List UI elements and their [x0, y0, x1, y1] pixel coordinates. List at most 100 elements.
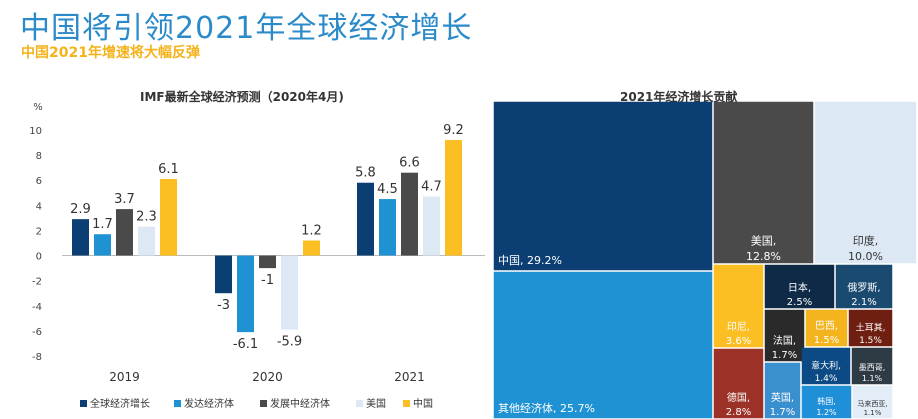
bar-2021-3 [423, 196, 440, 256]
legend-swatch [174, 400, 181, 407]
legend-label: 发达经济体 [184, 397, 234, 408]
bar-data-label: 1.7 [92, 217, 113, 232]
legend-label: 中国 [413, 397, 433, 408]
page-subtitle: 中国2021年增速将大幅反弹 [21, 45, 200, 61]
treemap-cell [801, 385, 852, 419]
bar-2020-3 [281, 255, 298, 330]
treemap-cell [852, 385, 893, 419]
bar-data-label: 2.9 [70, 202, 91, 217]
y-tick-label: -2 [32, 277, 42, 288]
treemap-cell [814, 101, 917, 264]
bar-2021-4 [445, 140, 462, 256]
treemap-cell [851, 347, 893, 385]
bar-2019-2 [116, 209, 133, 256]
treemap-cell [764, 309, 805, 362]
bar-2020-4 [303, 240, 320, 256]
bar-data-label: 6.1 [158, 162, 179, 177]
treemap-label-value: 3.6% [726, 336, 751, 347]
treemap-label-name: 韩国, [817, 396, 836, 406]
treemap-label-value: 10.0% [848, 250, 883, 263]
treemap-label: 其他经济体, 25.7% [498, 401, 595, 415]
y-tick-label: 6 [36, 176, 42, 187]
bar-2020-1 [237, 255, 254, 333]
treemap-label-value: 2.5% [787, 297, 812, 308]
bar-data-label: -6.1 [233, 337, 258, 352]
treemap-cell [713, 101, 814, 264]
y-tick-label: 10 [29, 126, 42, 137]
bar-2021-0 [357, 182, 374, 256]
bar-2020-0 [215, 255, 232, 294]
treemap-label-value: 12.8% [746, 250, 781, 263]
treemap-cell [493, 271, 713, 419]
treemap-label-value: 2.8% [726, 407, 751, 418]
y-tick-label: -4 [32, 302, 42, 313]
bar-data-label: -5.9 [277, 335, 302, 350]
legend-swatch [80, 400, 87, 407]
bar-2021-2 [401, 172, 418, 256]
treemap-cell [805, 309, 848, 347]
treemap-cell [801, 347, 851, 385]
treemap-label-value: 1.7% [772, 350, 797, 361]
legend-label: 发展中经济体 [270, 397, 330, 408]
treemap-label-value: 1.1% [864, 409, 882, 417]
treemap-cell [848, 309, 893, 347]
y-tick-label: 8 [36, 151, 42, 162]
legend-swatch [260, 400, 267, 407]
treemap-cell [713, 348, 764, 419]
bar-2019-0 [72, 219, 89, 256]
treemap-label-name: 巴西, [815, 320, 838, 332]
treemap-label-name: 墨西哥, [859, 363, 886, 372]
bar-data-label: 4.7 [421, 180, 442, 195]
y-tick-label: -8 [32, 352, 42, 363]
treemap-label-value: 1.2% [816, 408, 837, 417]
treemap-label-name: 英国, [771, 391, 794, 404]
treemap-cell [835, 264, 893, 309]
y-tick-label: 0 [36, 252, 42, 263]
legend-label: 全球经济增长 [90, 397, 150, 408]
treemap-label-value: 1.7% [770, 407, 795, 418]
treemap-label-name: 意大利, [811, 360, 841, 372]
treemap-label-value: 1.4% [815, 374, 838, 384]
bar-data-label: 1.2 [301, 223, 322, 238]
treemap-label-value: 1.5% [814, 335, 839, 346]
treemap-chart: 中国, 29.2% 其他经济体, 25.7% 美国, 12.8% 印度, 10.0% 印尼,… [493, 101, 917, 419]
bar-chart-title: IMF最新全球经济预测（2020年4月) [140, 90, 344, 104]
treemap-cell [493, 101, 713, 271]
y-axis-unit: % [33, 102, 43, 113]
bar-2019-1 [94, 234, 111, 256]
treemap-label-name: 土耳其, [856, 322, 886, 334]
treemap-label-name: 马来西亚, [857, 400, 887, 408]
treemap-label-name: 美国, [751, 234, 777, 247]
y-tick-label: 2 [36, 226, 42, 237]
x-tick-label: 2020 [252, 370, 283, 384]
bar-2020-2 [259, 255, 276, 269]
treemap-label-value: 2.1% [851, 297, 876, 308]
treemap-label-value: 1.5% [859, 336, 882, 346]
treemap-label-name: 俄罗斯, [847, 281, 880, 294]
treemap-cell [764, 264, 835, 309]
bar-2019-4 [160, 178, 177, 256]
bar-2019-3 [138, 226, 155, 256]
x-tick-label: 2021 [394, 370, 425, 384]
treemap-label-name: 日本, [788, 281, 811, 294]
legend-swatch [403, 400, 410, 407]
legend-label: 美国 [366, 397, 386, 408]
treemap-cell [713, 264, 764, 348]
treemap-label-name: 印尼, [727, 321, 750, 333]
bar-chart: % 10 8 6 4 2 0 -2 -4 -6 -8 2.91.73.72.3 6.1 2019 -3 -6.… [29, 102, 485, 408]
x-tick-label: 2019 [109, 370, 140, 384]
y-tick-label: -6 [32, 327, 42, 338]
bar-data-label: 4.5 [377, 182, 398, 197]
page-title: 中国将引领2021年全球经济增长 [20, 11, 473, 46]
bar-data-label: 5.8 [355, 166, 376, 181]
bar-data-label: 2.3 [136, 210, 157, 225]
treemap-label-name: 德国, [727, 391, 750, 404]
bar-data-label: -1 [261, 273, 274, 288]
bar-2021-1 [379, 199, 396, 256]
treemap-label: 中国, 29.2% [498, 254, 562, 267]
treemap-cell [764, 362, 801, 419]
bar-data-label: 6.6 [399, 156, 420, 171]
legend-swatch [356, 400, 363, 407]
bar-data-label: 3.7 [114, 192, 135, 207]
bar-data-label: 9.2 [443, 123, 464, 138]
